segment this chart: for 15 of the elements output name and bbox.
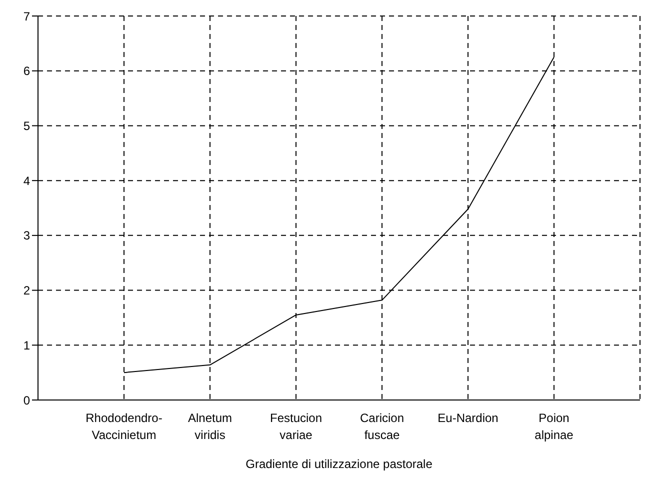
x-tick-label: Poion alpinae: [534, 411, 574, 442]
x-axis-title: Gradiente di utilizzazione pastorale: [246, 457, 433, 471]
y-tick-label: 5: [23, 118, 30, 133]
y-tick-label: 4: [23, 174, 30, 188]
x-tick-label: Rhododendro- Vaccinietum: [86, 411, 162, 442]
y-tick-label: 3: [23, 228, 30, 243]
x-tick-label: Eu-Nardion: [438, 411, 498, 425]
y-tick-label: 1: [23, 338, 30, 352]
x-tick-label: Festucion variae: [270, 411, 322, 442]
y-tick-label: 7: [23, 9, 30, 24]
y-tick-label: 6: [23, 64, 30, 78]
x-tick-label: Alnetum viridis: [188, 411, 232, 442]
y-tick-label: 2: [23, 284, 30, 298]
x-tick-label: Caricion fuscae: [360, 411, 404, 442]
y-tick-label: 0: [23, 393, 30, 408]
